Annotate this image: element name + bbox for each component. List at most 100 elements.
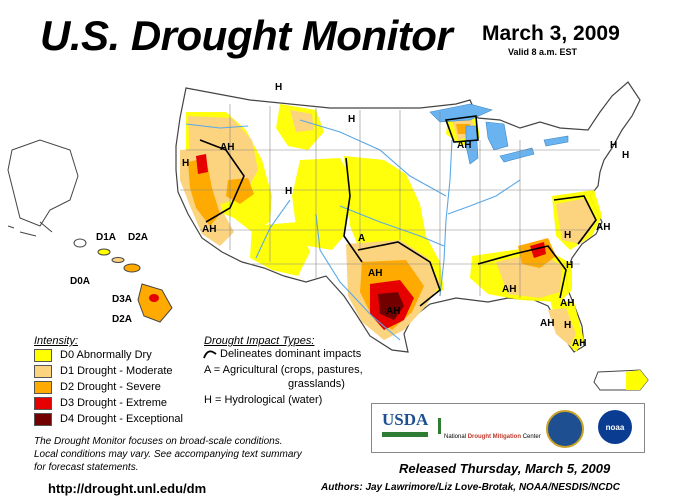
- impact-line-michigan: [444, 115, 479, 143]
- impact-boundaries: [199, 115, 597, 307]
- map-title: U.S. Drought Monitor: [40, 12, 453, 59]
- legend-label-d3: D3 Drought - Extreme: [60, 397, 167, 409]
- legend-item-d0: D0 Abnormally Dry: [34, 348, 152, 362]
- label-ah-or: AH: [220, 142, 234, 153]
- legend-swatch-d1: [34, 364, 52, 378]
- drought-url-link[interactable]: http://drought.unl.edu/dm: [48, 481, 207, 496]
- lake-superior: [429, 103, 493, 123]
- label-ah-fl2: AH: [560, 298, 574, 309]
- maui: [123, 263, 141, 273]
- river-ohio: [447, 179, 521, 215]
- partner-logos: USDA National Drought Mitigation Center …: [371, 403, 645, 453]
- label-h-ca: H: [182, 158, 189, 169]
- ndmc-text-1: National: [444, 434, 467, 440]
- lake-michigan: [465, 125, 479, 165]
- lake-ontario: [543, 135, 569, 147]
- label-h-fl: H: [564, 320, 571, 331]
- lake-erie: [499, 147, 535, 163]
- label-d2a-top: D2A: [128, 232, 148, 243]
- hawaii: [73, 238, 173, 323]
- label-h-va: H: [566, 260, 573, 271]
- molokai: [111, 257, 125, 263]
- puerto-rico-d0: [626, 370, 648, 390]
- commerce-seal-icon: [546, 410, 584, 448]
- ndmc-text-3: Center: [522, 434, 541, 440]
- legend-swatch-d4: [34, 412, 52, 426]
- valid-time: Valid 8 a.m. EST: [508, 47, 578, 57]
- legend-label-d4: D4 Drought - Exceptional: [60, 413, 183, 425]
- d2-california: [188, 158, 220, 226]
- hawaii-labels: D1A D2A D0A D3A D2A: [70, 232, 148, 325]
- label-ah-se: AH: [502, 284, 516, 295]
- impact-line-east: [553, 195, 597, 245]
- d0-southwest: [250, 222, 310, 276]
- note-line-1: The Drought Monitor focuses on broad-sca…: [34, 436, 283, 447]
- alaska-islands: [7, 221, 53, 237]
- label-a-tx: A: [358, 233, 365, 244]
- state-boundaries: [180, 104, 600, 298]
- river-columbia: [185, 123, 249, 129]
- impact-hydrological-label: H = Hydrological (water): [204, 394, 323, 406]
- impact-labels: H H H H AH AH AH H A AH AH AH H AH H AH …: [182, 82, 629, 349]
- usda-logo-stripe: [382, 432, 428, 437]
- label-d1a: D1A: [96, 232, 116, 243]
- map-date: March 3, 2009: [482, 22, 620, 45]
- impact-line-texas: [357, 241, 441, 307]
- label-ah-mi: AH: [457, 140, 471, 151]
- impact-legend-title: Drought Impact Types:: [204, 335, 315, 347]
- d3-california: [196, 154, 208, 174]
- label-h-me: H: [622, 150, 629, 161]
- label-ah-ca: AH: [202, 224, 216, 235]
- impact-line-west: [199, 139, 245, 223]
- impact-line-southeast: [477, 245, 567, 299]
- label-d0a: D0A: [70, 276, 90, 287]
- label-d3a: D3A: [112, 294, 132, 305]
- label-ah-tx2: AH: [386, 306, 400, 317]
- legend-item-d3: D3 Drought - Extreme: [34, 396, 167, 410]
- ndmc-tree-icon: [438, 418, 441, 434]
- noaa-logo: noaa: [598, 410, 632, 444]
- alaska-land: [7, 139, 79, 227]
- impact-agricultural-label: A = Agricultural (crops, pastures,: [204, 364, 363, 376]
- impact-line-label: Delineates dominant impacts: [220, 348, 362, 360]
- label-h-nw: H: [275, 82, 282, 93]
- legend-label-d0: D0 Abnormally Dry: [60, 349, 152, 361]
- legend-swatch-d3: [34, 396, 52, 410]
- d2-nevada: [226, 178, 254, 204]
- label-h-ga: H: [564, 230, 571, 241]
- legend-swatch-d0: [34, 348, 52, 362]
- authors: Authors: Jay Lawrimore/Liz Love-Brotak, …: [321, 482, 620, 493]
- oahu: [97, 248, 111, 256]
- great-lakes: [429, 103, 569, 165]
- label-h-ky: H: [610, 140, 617, 151]
- label-h-mt: H: [285, 186, 292, 197]
- impact-agricultural-label-cont: grasslands): [288, 378, 345, 390]
- d4-texas: [378, 292, 404, 320]
- legend-label-d2: D2 Drought - Severe: [60, 381, 161, 393]
- release-date: Released Thursday, March 5, 2009: [399, 461, 611, 476]
- legend-item-d4: D4 Drought - Exceptional: [34, 412, 183, 426]
- impact-line-plains: [343, 157, 363, 263]
- label-ah-tx: AH: [368, 268, 382, 279]
- legend-item-d1: D1 Drought - Moderate: [34, 364, 173, 378]
- big-island-d3: [149, 294, 159, 302]
- intensity-legend-title: Intensity:: [34, 335, 79, 347]
- kauai: [73, 238, 87, 248]
- alaska: [7, 139, 79, 237]
- label-h-north: H: [348, 114, 355, 125]
- note-line-3: for forecast statements.: [34, 462, 139, 473]
- d0-central: [292, 158, 352, 250]
- ndmc-text-2: Drought Mitigation: [467, 434, 522, 440]
- river-rio-grande: [315, 213, 401, 341]
- usda-logo: USDA: [382, 410, 429, 429]
- legend-swatch-d2: [34, 380, 52, 394]
- legend-label-d1: D1 Drought - Moderate: [60, 365, 173, 377]
- d3-georgia: [530, 242, 546, 258]
- big-island: [137, 283, 173, 323]
- note-line-2: Local conditions may vary. See accompany…: [34, 449, 302, 460]
- impact-line-symbol: [203, 350, 217, 359]
- label-ah-va: AH: [596, 222, 610, 233]
- label-ah-fl: AH: [540, 318, 554, 329]
- d1-florida: [548, 308, 576, 346]
